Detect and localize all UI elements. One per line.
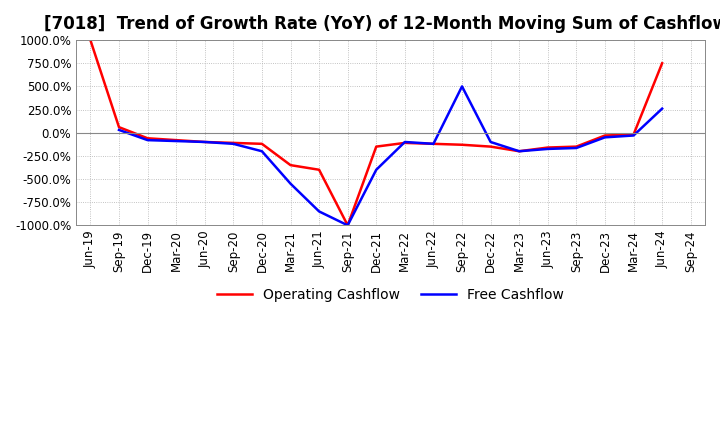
Operating Cashflow [458, 142, 467, 147]
Operating Cashflow [429, 141, 438, 147]
Free Cashflow [515, 149, 523, 154]
Free Cashflow [286, 181, 294, 186]
Operating Cashflow [258, 141, 266, 147]
Free Cashflow [658, 106, 667, 111]
Operating Cashflow [400, 140, 409, 146]
Line: Operating Cashflow: Operating Cashflow [91, 40, 662, 225]
Title: [7018]  Trend of Growth Rate (YoY) of 12-Month Moving Sum of Cashflows: [7018] Trend of Growth Rate (YoY) of 12-… [44, 15, 720, 33]
Line: Free Cashflow: Free Cashflow [119, 86, 662, 225]
Free Cashflow [429, 141, 438, 147]
Operating Cashflow [229, 140, 238, 146]
Free Cashflow [258, 149, 266, 154]
Free Cashflow [400, 139, 409, 145]
Operating Cashflow [114, 125, 123, 130]
Free Cashflow [544, 146, 552, 151]
Free Cashflow [229, 141, 238, 147]
Operating Cashflow [600, 133, 609, 138]
Free Cashflow [114, 127, 123, 132]
Free Cashflow [458, 84, 467, 89]
Free Cashflow [629, 133, 638, 138]
Operating Cashflow [286, 162, 294, 168]
Operating Cashflow [86, 37, 95, 43]
Free Cashflow [315, 209, 323, 214]
Free Cashflow [172, 139, 181, 144]
Operating Cashflow [572, 144, 581, 149]
Operating Cashflow [658, 61, 667, 66]
Operating Cashflow [200, 139, 209, 145]
Operating Cashflow [629, 132, 638, 137]
Operating Cashflow [515, 149, 523, 154]
Free Cashflow [200, 139, 209, 145]
Operating Cashflow [544, 145, 552, 150]
Free Cashflow [572, 145, 581, 150]
Free Cashflow [486, 139, 495, 145]
Free Cashflow [372, 167, 381, 172]
Operating Cashflow [172, 137, 181, 143]
Free Cashflow [600, 135, 609, 140]
Operating Cashflow [343, 223, 352, 228]
Free Cashflow [343, 223, 352, 228]
Operating Cashflow [372, 144, 381, 149]
Operating Cashflow [315, 167, 323, 172]
Operating Cashflow [143, 136, 152, 141]
Operating Cashflow [486, 144, 495, 149]
Legend: Operating Cashflow, Free Cashflow: Operating Cashflow, Free Cashflow [212, 282, 570, 307]
Free Cashflow [143, 137, 152, 143]
